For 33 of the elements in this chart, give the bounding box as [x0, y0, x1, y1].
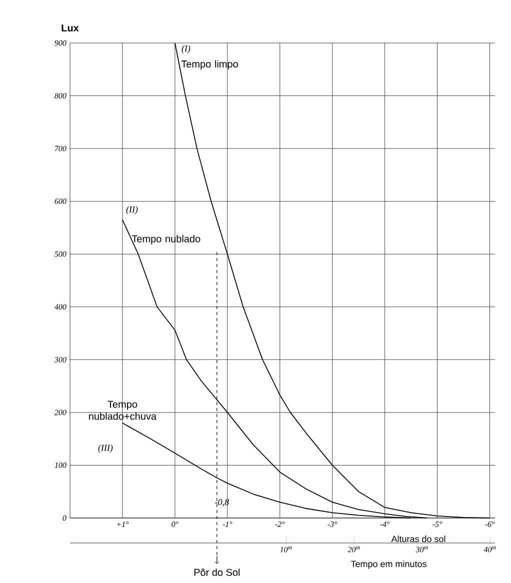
- series-label: Tempo nublado+chuva: [89, 400, 157, 420]
- series-label: Tempo limpo: [181, 60, 238, 70]
- ref-line-label: Pôr do Sol: [194, 568, 240, 576]
- x-tick-label: -3°: [328, 522, 338, 527]
- y-tick-label: 400: [54, 304, 66, 310]
- y-tick-label: 800: [54, 93, 66, 98]
- y-tick-label: 200: [54, 410, 66, 416]
- y-tick-label: 300: [54, 356, 66, 362]
- y-tick-label: 900: [54, 40, 66, 46]
- x-tick-label: -5°: [432, 522, 442, 527]
- x2-axis-title: Tempo em minutos: [350, 560, 426, 569]
- x-tick-label: -6°: [485, 522, 495, 527]
- x-tick-label: 0°: [172, 522, 178, 527]
- y-tick-label: 600: [54, 198, 66, 204]
- x2-tick-label: 40$^{m}$: [484, 546, 496, 552]
- y-tick-label: 700: [54, 146, 66, 152]
- x-axis-title: Alturas do sol: [391, 536, 446, 542]
- annotation: (II): [126, 206, 138, 214]
- y-tick-label: 100: [54, 462, 66, 468]
- x-tick-label: -2°: [275, 522, 285, 527]
- y-axis-title: Lux: [62, 24, 79, 32]
- x2-tick-label: 20$^{m}$: [348, 546, 360, 552]
- x2-tick-label: 10$^{m}$: [280, 546, 292, 552]
- series-label: Tempo nublado: [132, 235, 200, 244]
- y-tick-label: 0: [62, 515, 66, 521]
- x-tick-label: +1°: [117, 522, 129, 527]
- annotation: (III): [98, 444, 113, 453]
- x2-tick-label: 30$^{m}$: [416, 546, 428, 552]
- y-tick-label: 500: [54, 251, 66, 257]
- x-tick-label: -4°: [380, 522, 390, 527]
- annotation: -0,8: [215, 499, 229, 506]
- x-tick-label: -1°: [222, 522, 232, 527]
- annotation: (I): [182, 45, 190, 54]
